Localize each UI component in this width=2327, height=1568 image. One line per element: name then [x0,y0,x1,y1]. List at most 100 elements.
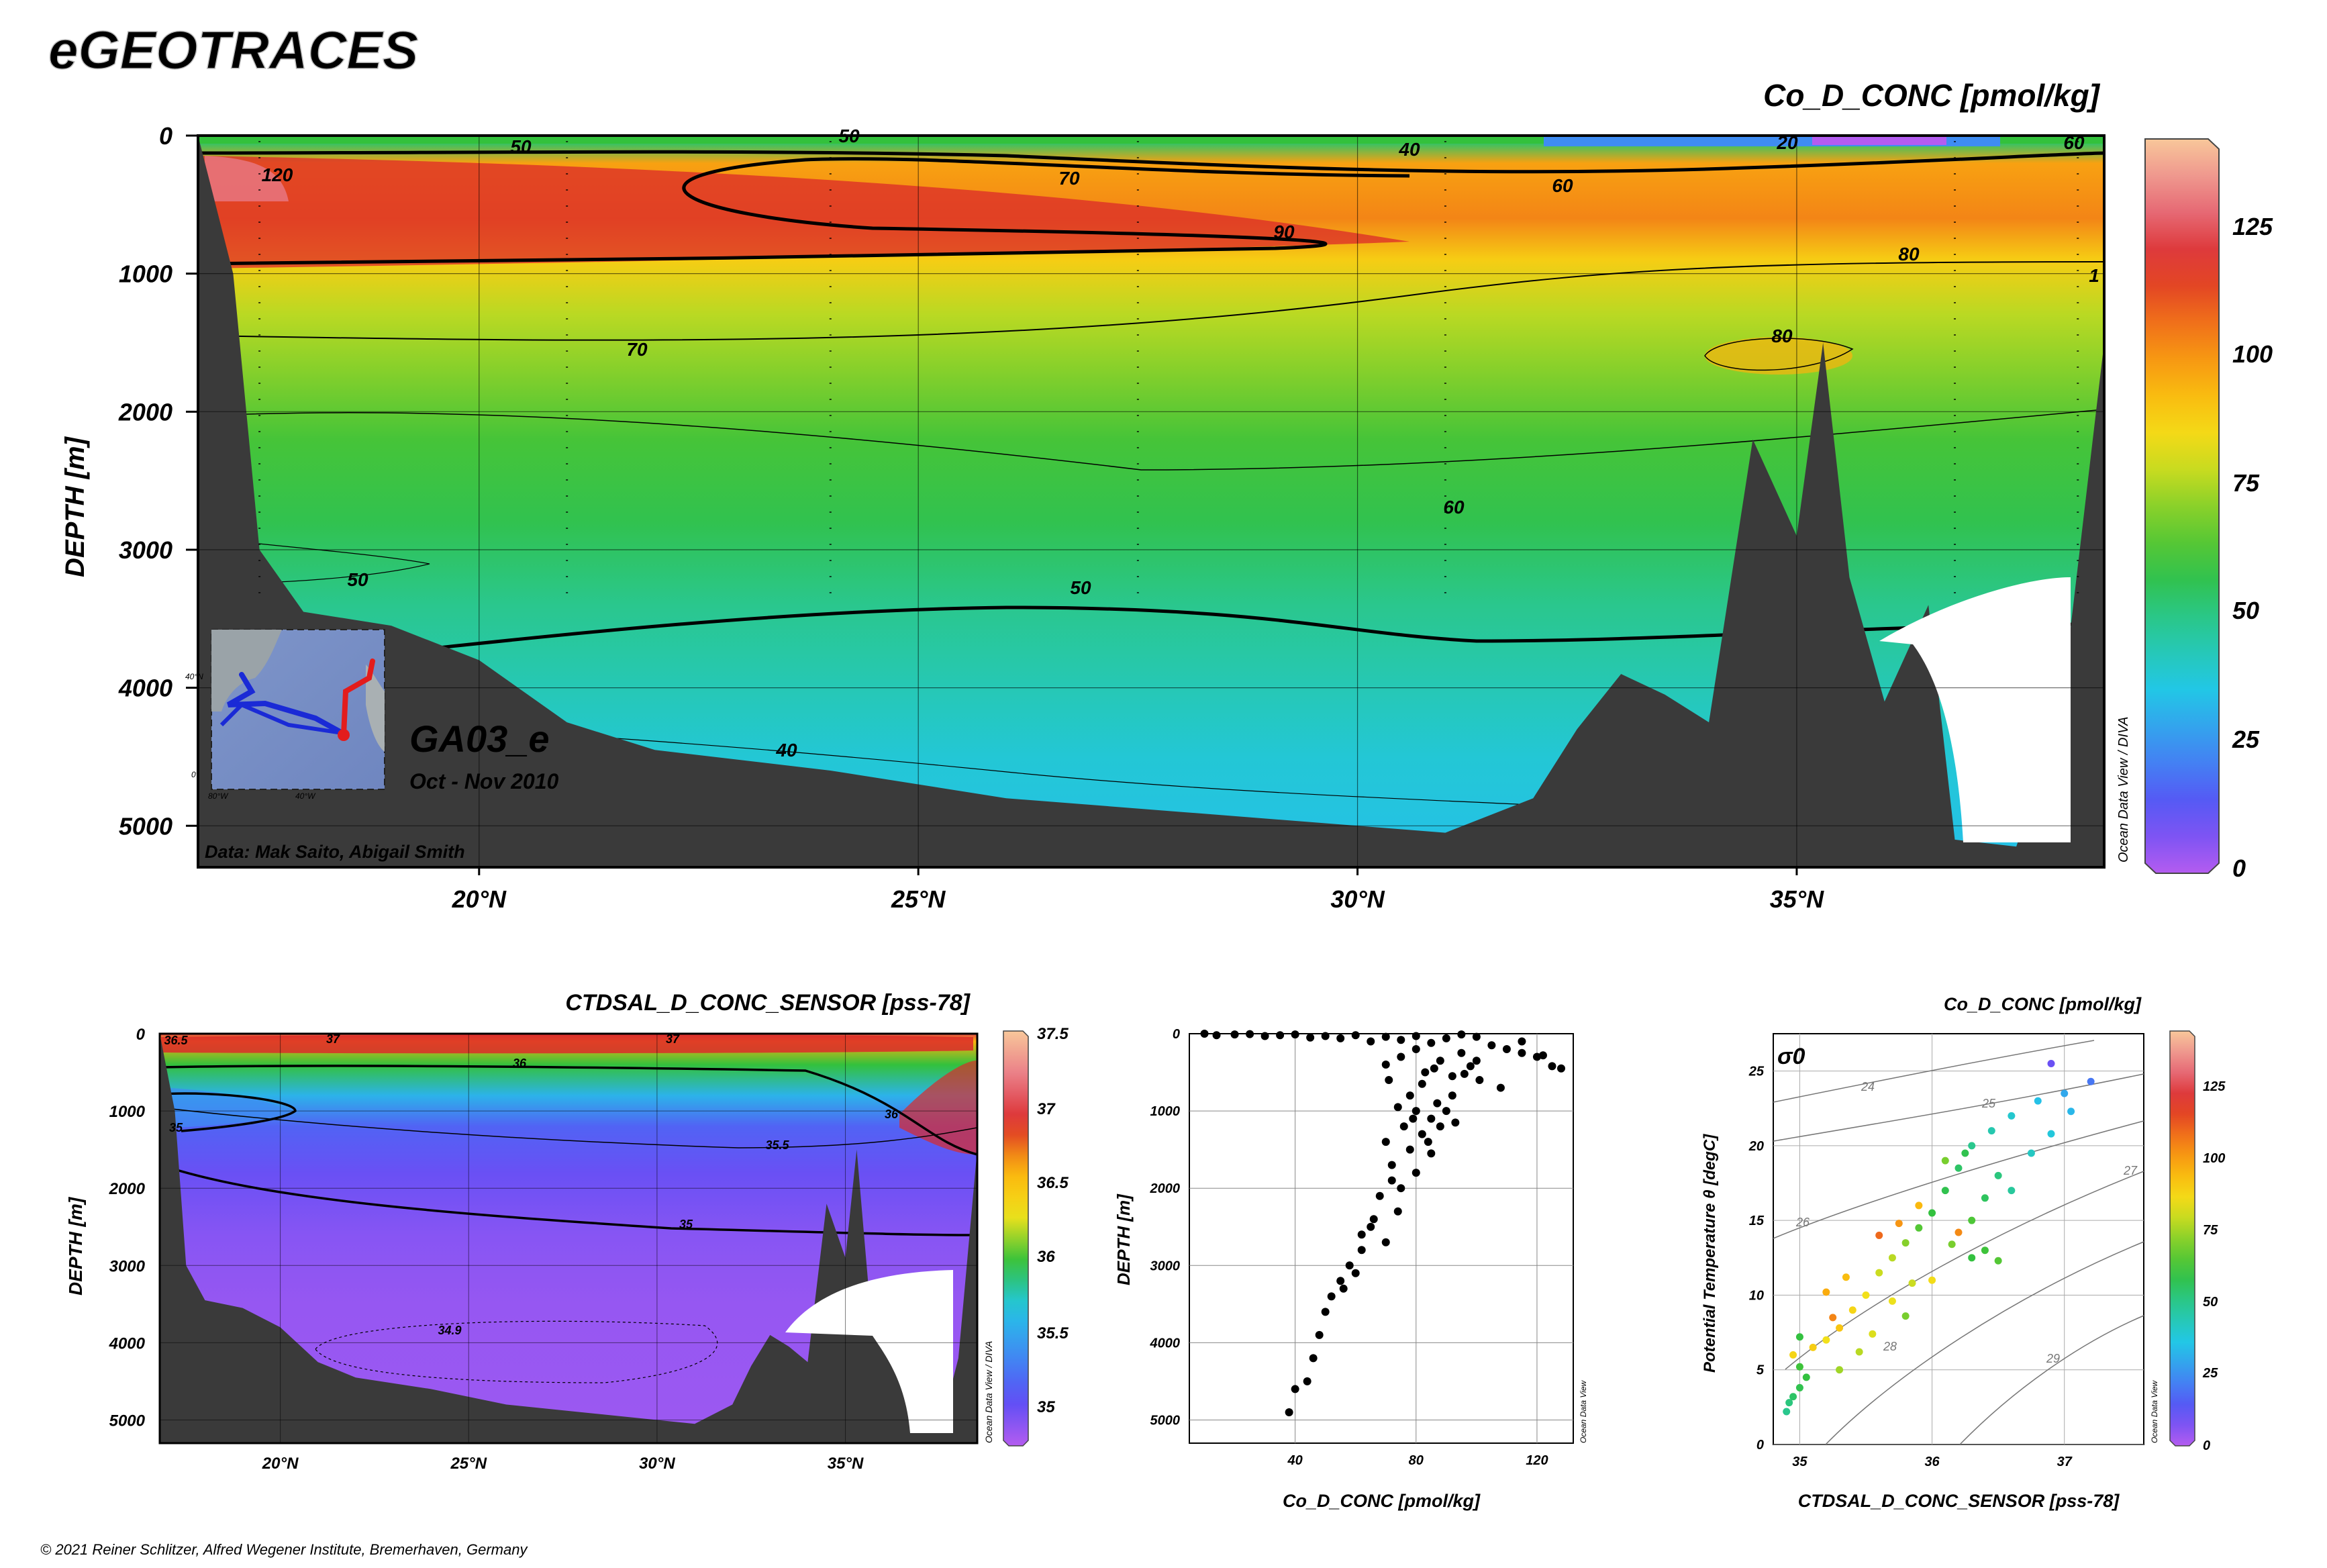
map-cruise-track-blue-2 [219,702,343,735]
svg-text:0°: 0° [191,770,199,779]
main-colorbar: 125 100 75 50 25 0 [2144,138,2273,882]
ts-point [1928,1209,1936,1217]
main-colorbar-tick-50: 50 [2232,597,2259,624]
profile-point [1397,1052,1405,1061]
profile-point [1200,1030,1209,1038]
profile-point [1397,1184,1405,1193]
profile-point [1230,1030,1239,1039]
profile-point [1427,1038,1436,1047]
sal-ytick: 4000 [109,1334,146,1353]
profile-point [1433,1099,1442,1108]
svg-text:37: 37 [326,1032,340,1046]
main-ytick: 5000 [119,812,172,840]
main-section-nodata-region [1879,577,2071,842]
ts-point [1994,1171,2002,1179]
ts-sigma-label: σ0 [1777,1044,1805,1069]
svg-text:25: 25 [1981,1097,1996,1110]
profile-point [1327,1292,1336,1301]
svg-text:26: 26 [1795,1216,1810,1229]
main-xtick: 25°N [891,885,946,913]
section-name: GA03_e [409,718,550,760]
ts-point [2008,1187,2016,1195]
main-section-title: Co_D_CONC [pmol/kg] [1763,78,2101,113]
profile-point [1367,1037,1375,1046]
ts-point [2067,1108,2075,1116]
profile-point [1345,1261,1354,1270]
profile-point [1336,1277,1345,1285]
ts-point [1848,1306,1856,1314]
profile-point [1367,1222,1375,1231]
ts-point [1954,1228,1963,1236]
profile-point [1276,1031,1285,1040]
ts-point [1901,1312,1910,1320]
ts-point [1987,1127,1995,1135]
ts-ylabel: Potential Temperature θ [degC] [1701,1134,1719,1373]
profile-point [1387,1161,1396,1169]
ts-point [1869,1330,1877,1338]
profile-point [1381,1061,1390,1069]
profile-point [1442,1034,1450,1042]
sal-colorbar-tick-37: 37 [1037,1100,1056,1118]
ts-point [1862,1291,1870,1299]
ts-point [2047,1130,2055,1138]
profile-xlabel: Co_D_CONC [pmol/kg] [1283,1491,1481,1511]
svg-text:36.5: 36.5 [164,1034,188,1047]
sal-xtick: 25°N [450,1455,487,1473]
profile-point [1321,1308,1330,1316]
svg-text:40°N: 40°N [185,672,203,681]
profile-point [1303,1377,1311,1385]
main-section-plot: Co_D_CONC [pmol/kg] 20°N 25°N 30°N 35°N0100… [60,78,2273,913]
ts-point [1829,1314,1837,1322]
profile-point [1418,1079,1426,1088]
sal-xtick: 35°N [828,1455,864,1473]
profile-point [1502,1045,1511,1054]
ts-point [1961,1149,1969,1157]
main-xtick: 20°N [452,885,507,913]
ts-frame [1773,1033,2144,1445]
sal-nodata-region [785,1270,953,1433]
svg-text:1: 1 [2089,265,2099,286]
sal-colorbar-tick-35: 35 [1037,1398,1055,1416]
profile-point [1291,1030,1299,1039]
svg-text:28: 28 [1883,1340,1897,1353]
ts-point [1968,1254,1976,1262]
main-section-frame [197,134,2106,869]
profile-point [1424,1138,1432,1146]
ts-points [1783,1060,2095,1416]
main-section-bathymetry [198,136,2104,867]
main-ytick: 1000 [119,260,172,288]
main-colorbar-tick-0: 0 [2232,854,2246,882]
ts-point [1855,1348,1863,1356]
profile-point [1538,1051,1547,1060]
svg-text:60: 60 [1443,497,1465,518]
sal-ytick: 1000 [109,1103,146,1121]
svg-text:60: 60 [2063,132,2085,153]
svg-text:50: 50 [838,126,860,146]
ts-point [1928,1276,1936,1284]
profile-point [1451,1118,1460,1127]
sal-ytick: 5000 [109,1412,146,1430]
ts-ytick: 20 [1748,1139,1764,1154]
ts-point [1908,1279,1916,1287]
ts-colorbar-tick-125: 125 [2203,1079,2226,1094]
profile-point [1472,1057,1481,1065]
profile-point [1466,1062,1475,1071]
ts-point [1968,1216,1976,1224]
ts-point [1981,1246,1989,1255]
ts-point [1795,1333,1803,1341]
profile-point [1421,1068,1430,1077]
profile-point [1532,1052,1541,1061]
map-land-africa [366,665,385,752]
sal-ytick: 2000 [109,1180,146,1198]
profile-point [1405,1091,1414,1100]
profile-point [1412,1107,1420,1116]
profile-point [1381,1032,1390,1041]
svg-text:60: 60 [1552,175,1573,196]
ts-isopycnal-labels: 24 25 26 27 28 29 [1795,1080,2138,1365]
profile-points [1200,1030,1565,1416]
profile-point [1381,1138,1390,1146]
svg-text:70: 70 [626,339,648,360]
ts-ytick: 25 [1748,1065,1765,1079]
profile-ytick: 1000 [1150,1104,1181,1119]
